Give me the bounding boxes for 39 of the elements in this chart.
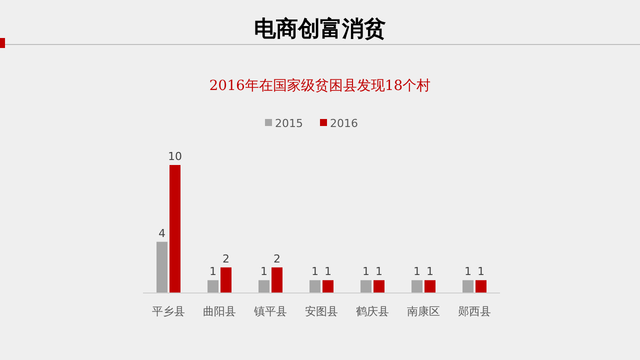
x-tick-label: 南康区 bbox=[407, 305, 440, 318]
bar bbox=[360, 280, 372, 293]
bar bbox=[272, 267, 282, 293]
x-tick-label: 鹤庆县 bbox=[356, 305, 389, 318]
bar bbox=[208, 280, 218, 293]
x-tick-label: 安图县 bbox=[305, 305, 338, 318]
bar bbox=[424, 280, 436, 293]
data-label: 1 bbox=[376, 265, 382, 278]
bar bbox=[170, 165, 180, 293]
legend-label: 2015 bbox=[275, 117, 303, 130]
x-tick-label: 镇平县 bbox=[253, 305, 287, 318]
data-label: 1 bbox=[464, 265, 472, 278]
data-label: 1 bbox=[362, 265, 370, 278]
x-tick-label: 郧西县 bbox=[458, 305, 491, 318]
data-label: 1 bbox=[210, 265, 216, 278]
bar bbox=[462, 280, 474, 293]
data-label: 4 bbox=[158, 226, 166, 240]
x-tick-label: 曲阳县 bbox=[203, 305, 236, 318]
data-label: 2 bbox=[274, 252, 280, 266]
bar bbox=[374, 280, 384, 293]
data-label: 1 bbox=[312, 265, 318, 278]
data-label: 10 bbox=[168, 150, 182, 163]
bar bbox=[322, 280, 334, 293]
data-label: 2 bbox=[222, 252, 230, 266]
data-label: 1 bbox=[426, 265, 434, 278]
bar bbox=[476, 280, 486, 293]
bar bbox=[258, 280, 270, 293]
legend-label: 2016 bbox=[330, 117, 358, 130]
data-label: 1 bbox=[260, 265, 268, 278]
bar bbox=[310, 280, 320, 293]
chart-title: 电商创富消贫 bbox=[254, 16, 386, 42]
bar bbox=[412, 280, 422, 293]
chart-subtitle: 2016年在国家级贫困县发现18个村 bbox=[209, 78, 431, 94]
data-label: 1 bbox=[324, 265, 332, 278]
data-label: 1 bbox=[478, 265, 484, 278]
data-label: 1 bbox=[414, 265, 420, 278]
bar bbox=[156, 242, 168, 293]
x-tick-label: 平乡县 bbox=[152, 305, 185, 318]
bar bbox=[220, 267, 232, 293]
